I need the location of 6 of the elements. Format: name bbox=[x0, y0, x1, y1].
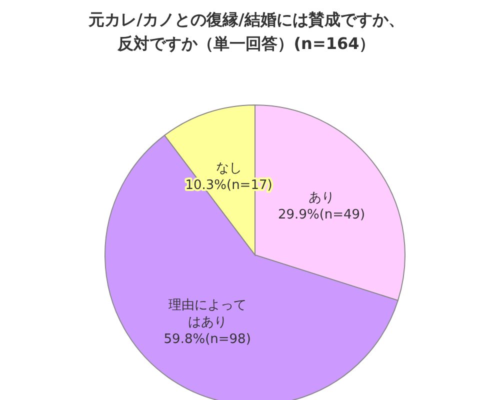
slice-label: 理由によってはあり bbox=[168, 298, 246, 330]
chart-title: 元カレ/カノとの復縁/結婚には賛成ですか、反対ですか（単一回答）(n=164） bbox=[88, 9, 406, 55]
data-label: 59.8%(n=98) bbox=[164, 332, 251, 347]
slice-label: あり bbox=[308, 190, 335, 206]
slice-label: なし bbox=[216, 160, 242, 176]
data-label: 29.9%(n=49) bbox=[278, 207, 366, 222]
